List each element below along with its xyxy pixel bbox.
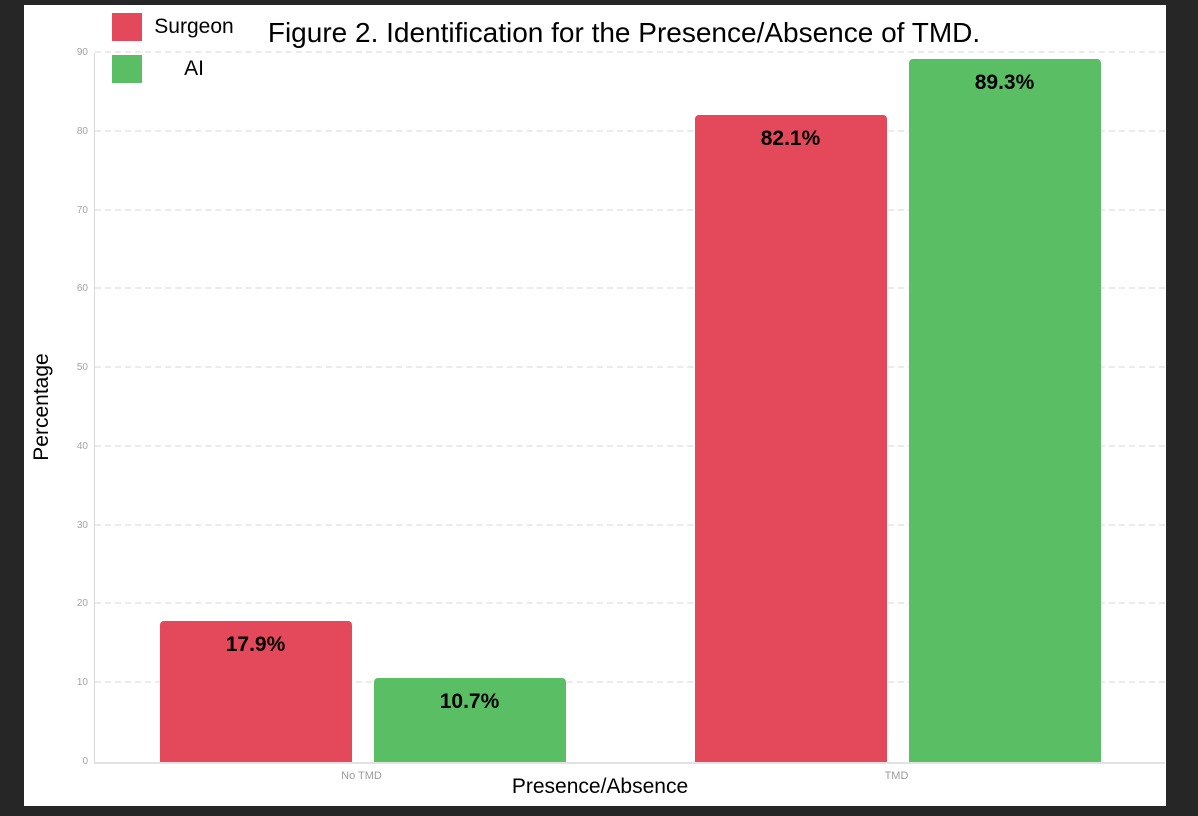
gridline-y-10 [95,681,1165,684]
bar-value-label: 17.9% [225,633,286,656]
bar-value-label: 82.1% [760,127,821,151]
y-tick-label-70: 70 [76,204,88,216]
bar-ai-no-tmd: 10.7% [373,677,566,762]
legend-swatch-icon [112,55,142,83]
y-tick-label-40: 40 [76,440,88,452]
gridline-y-60 [95,287,1165,290]
y-tick-label-10: 10 [76,677,88,689]
legend-swatch-icon [112,13,142,41]
legend: Surgeon AI [112,13,246,97]
gridline-y-70 [95,208,1165,211]
y-tick-label-80: 80 [76,125,88,137]
bar-surgeon-tmd: 82.1% [694,115,887,762]
y-tick-label-60: 60 [76,283,88,295]
y-tick-label-0: 0 [82,756,88,767]
gridline-y-30 [95,523,1165,526]
x-axis-title: Presence/Absence [511,775,689,798]
legend-label: Surgeon [154,15,234,38]
gridline-y-90 [95,51,1165,53]
bar-ai-tmd: 89.3% [908,58,1101,762]
x-tick-label-tmd: TMD [884,770,909,782]
legend-item-ai: AI [112,55,246,83]
gridline-y-80 [95,129,1165,132]
bar-value-label: 89.3% [974,70,1035,94]
y-tick-label-30: 30 [76,519,88,531]
bar-surgeon-no-tmd: 17.9% [159,621,352,762]
legend-label: AI [184,57,204,80]
gridline-y-40 [95,444,1165,447]
bar-value-label: 10.7% [439,689,500,713]
plot-area: 17.9% 10.7% 82.1% 89.3% [94,51,1165,764]
chart-title: Figure 2. Identification for the Presenc… [267,17,981,48]
x-tick-label-no-tmd: No TMD [341,770,382,782]
y-tick-label-50: 50 [76,362,88,374]
y-tick-label-90: 90 [76,47,88,58]
gridline-y-20 [95,602,1165,605]
legend-item-surgeon: Surgeon [112,13,246,41]
chart-canvas: Surgeon AI Figure 2. Identification for t… [24,5,1166,806]
gridline-y-50 [95,366,1165,369]
y-tick-label-20: 20 [76,598,88,610]
